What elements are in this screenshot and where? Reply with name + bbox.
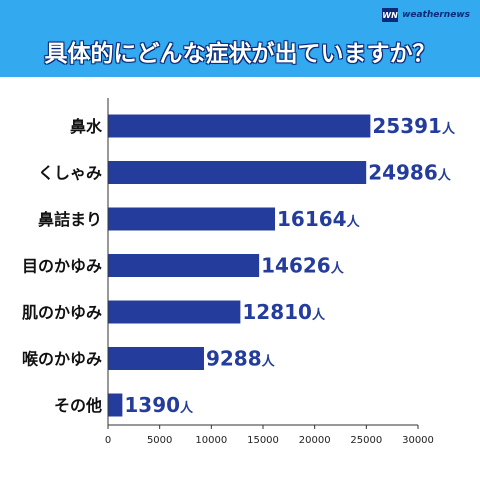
chart-title: 具体的にどんな症状が出ていますか？	[44, 41, 436, 67]
category-label: 肌のかゆみ	[22, 303, 102, 322]
data-label: 1390人	[124, 393, 194, 417]
bar	[108, 207, 276, 231]
x-tick-label: 10000	[195, 435, 227, 446]
bar	[108, 300, 241, 324]
category-label: くしゃみ	[38, 164, 102, 183]
bar	[108, 161, 367, 184]
data-label: 16164人	[277, 207, 361, 231]
x-tick-label: 20000	[299, 435, 331, 446]
data-label: 9288人	[206, 347, 276, 371]
x-tick-label: 30000	[402, 435, 434, 446]
weathernews-logo-icon: WN	[382, 8, 399, 22]
brand-name: weathernews	[402, 10, 470, 20]
x-tick-label: 15000	[247, 435, 279, 446]
category-label: 鼻水	[70, 117, 103, 136]
x-tick-label: 5000	[147, 435, 172, 446]
category-label: 喉のかゆみ	[22, 350, 102, 369]
bar	[108, 254, 260, 277]
data-label: 12810人	[242, 300, 326, 324]
category-label: 目のかゆみ	[22, 257, 102, 276]
category-label: その他	[54, 396, 102, 415]
bar	[108, 347, 204, 370]
data-label: 14626人	[261, 254, 345, 278]
x-tick-label: 25000	[350, 435, 382, 446]
category-label: 鼻詰まり	[38, 210, 102, 229]
title-banner: WN weathernews 具体的にどんな症状が出ていますか？	[0, 0, 480, 77]
brand-logo: WN weathernews	[382, 6, 470, 24]
bar	[108, 393, 123, 417]
data-label: 24986人	[368, 161, 452, 185]
x-tick-label: 0	[105, 435, 111, 446]
bar	[108, 114, 371, 138]
data-label: 25391人	[372, 114, 456, 138]
